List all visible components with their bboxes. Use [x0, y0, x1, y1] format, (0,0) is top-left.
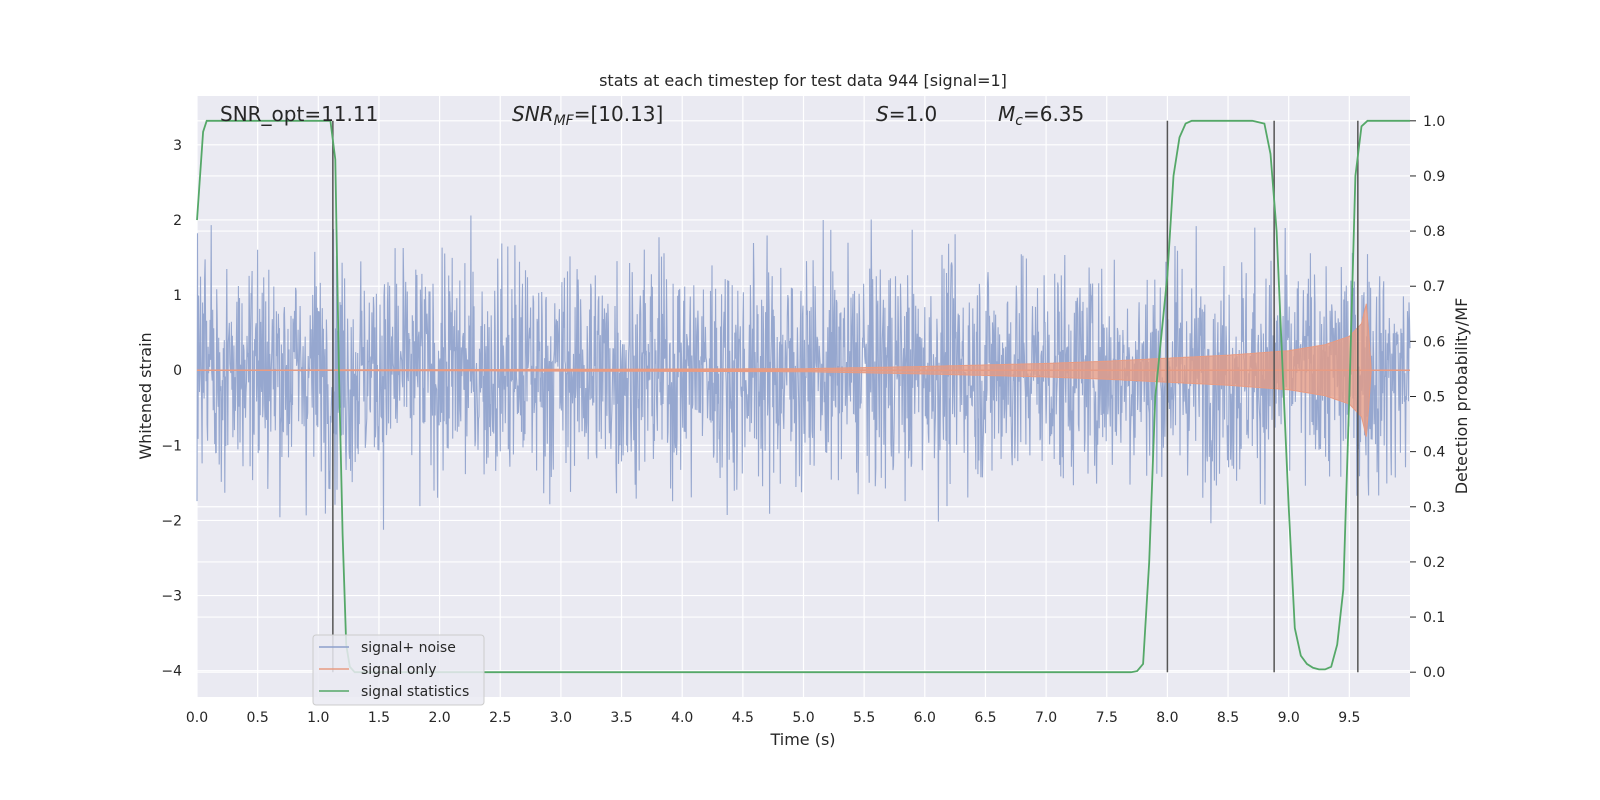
- x-tick-label-14: 7.0: [1035, 710, 1057, 726]
- x-axis-label: Time (s): [769, 730, 835, 749]
- x-ticks: 0.0 0.5 1.0 1.5 2.0 2.5 3.0 3.5 4.0 4.5 5.0 5.5 6.0 6…: [186, 710, 1361, 726]
- x-tick-label-2: 1.0: [307, 710, 329, 726]
- y-ticks: 3 2 1 0 −1 −2 −3 −4: [161, 138, 182, 680]
- x-tick-label-3: 1.5: [368, 710, 390, 726]
- annotation-mc: Mc=6.35: [998, 102, 1084, 129]
- x-tick-label-0: 0.0: [186, 710, 208, 726]
- signal-statistics-line: [196, 119, 1410, 674]
- legend-label-signal-statistics: signal statistics: [361, 684, 469, 700]
- annotation-mc-symbol: M: [998, 102, 1015, 126]
- y-right-tick-label-2: 0.8: [1423, 224, 1445, 240]
- legend: signal+ noise signal only signal statist…: [312, 634, 485, 706]
- y-right-tick-label-0: 1.0: [1423, 114, 1445, 130]
- x-tick-label-8: 4.0: [671, 710, 693, 726]
- legend-label-signal-only: signal only: [361, 662, 436, 678]
- annotation-snr-mf-subscript: MF: [554, 113, 575, 129]
- y-right-tick-label-3: 0.7: [1423, 279, 1445, 295]
- x-tick-label-9: 4.5: [732, 710, 754, 726]
- x-tick-label-1: 0.5: [247, 710, 269, 726]
- y-tick-label-0: 3: [173, 138, 182, 154]
- y-tick-label-3: 0: [173, 363, 182, 379]
- y-tick-label-7: −4: [161, 664, 182, 680]
- legend-box: [312, 634, 485, 706]
- x-tick-label-10: 5.0: [792, 710, 814, 726]
- vertical-lines: [332, 120, 1359, 673]
- y-right-axis-label: Detection probability/MF: [1452, 298, 1471, 495]
- y-right-tick-label-7: 0.3: [1423, 500, 1445, 516]
- annotation-snr-opt: SNR_opt=11.11: [220, 102, 378, 126]
- y-tick-label-4: −1: [161, 438, 182, 454]
- annotation-s-symbol: S: [876, 102, 889, 126]
- x-tick-label-5: 2.5: [489, 710, 511, 726]
- chart-title: stats at each timestep for test data 944…: [599, 71, 1007, 90]
- legend-label-signal-noise: signal+ noise: [361, 640, 456, 656]
- annotation-snr-mf-value: =[10.13]: [574, 102, 664, 126]
- annotation-s: S=1.0: [876, 102, 937, 126]
- x-tick-label-17: 8.5: [1217, 710, 1239, 726]
- x-tick-label-15: 7.5: [1096, 710, 1118, 726]
- y-right-tick-label-8: 0.2: [1423, 555, 1445, 571]
- y-tick-label-6: −3: [161, 589, 182, 605]
- y-tick-label-1: 2: [173, 213, 182, 229]
- y-tick-label-2: 1: [173, 288, 182, 304]
- annotation-mc-value: =6.35: [1023, 102, 1084, 126]
- signal-only-series: [197, 303, 1410, 437]
- x-tick-label-13: 6.5: [974, 710, 996, 726]
- x-tick-label-16: 8.0: [1156, 710, 1178, 726]
- annotation-s-value: =1.0: [889, 102, 938, 126]
- annotation-snr-mf-symbol: SNR: [512, 102, 554, 126]
- signal-statistics-series: [196, 119, 1410, 674]
- annotation-snr-mf: SNRMF=[10.13]: [512, 102, 663, 129]
- x-tick-label-6: 3.0: [550, 710, 572, 726]
- y-right-ticks: 1.0 0.9 0.8 0.7 0.6 0.5 0.4 0.3 0.2 0.1 0.0: [1410, 114, 1445, 681]
- y-right-tick-label-10: 0.0: [1423, 665, 1445, 681]
- x-tick-label-12: 6.0: [914, 710, 936, 726]
- y-right-tick-label-1: 0.9: [1423, 169, 1445, 185]
- y-right-tick-label-6: 0.4: [1423, 445, 1445, 461]
- x-tick-label-19: 9.5: [1338, 710, 1360, 726]
- y-right-tick-label-5: 0.5: [1423, 390, 1445, 406]
- x-tick-label-18: 9.0: [1278, 710, 1300, 726]
- annotation-mc-subscript: c: [1015, 113, 1023, 129]
- x-tick-label-4: 2.0: [428, 710, 450, 726]
- y-right-tick-label-9: 0.1: [1423, 610, 1445, 626]
- x-tick-label-7: 3.5: [610, 710, 632, 726]
- y-axis-label: Whitened strain: [136, 332, 155, 459]
- x-tick-label-11: 5.5: [853, 710, 875, 726]
- y-tick-label-5: −2: [161, 513, 182, 529]
- y-right-tick-label-4: 0.6: [1423, 334, 1445, 350]
